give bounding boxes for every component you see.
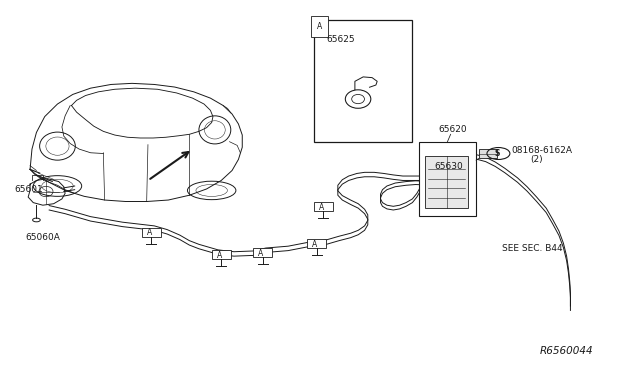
Text: S: S xyxy=(495,150,500,158)
Text: 65060A: 65060A xyxy=(26,232,60,241)
Text: A: A xyxy=(147,228,152,237)
Bar xyxy=(314,202,333,211)
Bar xyxy=(479,149,497,158)
Text: 08168-6162A: 08168-6162A xyxy=(511,146,572,155)
Text: 65620: 65620 xyxy=(438,125,467,134)
Bar xyxy=(253,248,272,257)
Text: 65601: 65601 xyxy=(14,185,43,193)
Text: 65625: 65625 xyxy=(326,35,355,44)
Text: A: A xyxy=(258,249,264,258)
Text: A: A xyxy=(319,203,324,212)
Bar xyxy=(141,228,161,237)
Bar xyxy=(314,20,412,142)
Text: A: A xyxy=(317,22,322,31)
Text: R6560044: R6560044 xyxy=(540,346,593,356)
Text: A: A xyxy=(312,240,317,248)
Text: 65630: 65630 xyxy=(435,163,463,171)
Bar xyxy=(425,157,468,208)
Bar xyxy=(212,250,231,259)
Bar xyxy=(307,238,326,248)
Text: A: A xyxy=(217,251,222,260)
Bar xyxy=(419,142,476,215)
Text: SEE SEC. B44: SEE SEC. B44 xyxy=(502,244,562,253)
Text: (2): (2) xyxy=(531,155,543,164)
